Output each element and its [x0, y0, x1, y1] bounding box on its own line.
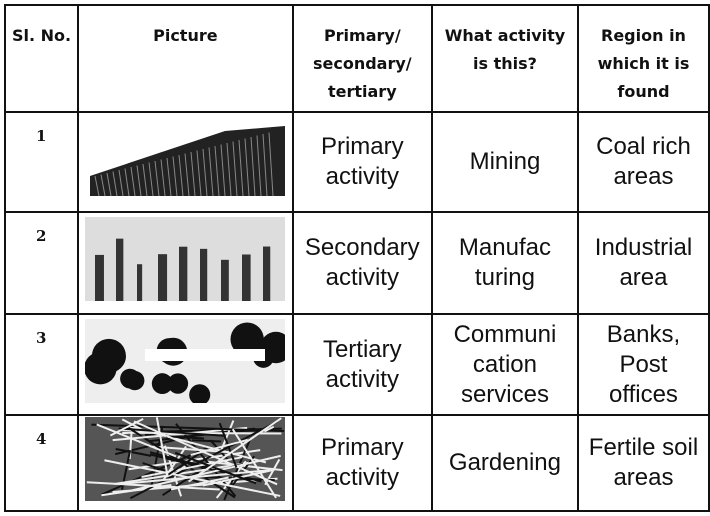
- header-text: Region in: [601, 26, 686, 45]
- activity-text: turing: [474, 264, 535, 291]
- serial-number: 2: [36, 227, 47, 245]
- region-text: Fertile soil: [588, 434, 699, 461]
- activity-cell: Communi cation services: [430, 313, 579, 416]
- activity-text: Manufac: [458, 234, 551, 261]
- picture: [85, 417, 286, 501]
- header-text: is this?: [473, 54, 537, 73]
- region-text: areas: [613, 163, 674, 190]
- activity-cell: Gardening: [430, 414, 579, 512]
- region-text: Industrial: [594, 234, 693, 261]
- level-cell: Primary activity: [291, 111, 433, 213]
- header-text: tertiary: [327, 82, 397, 101]
- picture-cell: [77, 414, 294, 512]
- activity-table: Sl. No. Picture Primary/secondary/tertiary…: [3, 4, 710, 512]
- region-text: area: [619, 264, 668, 291]
- level-text: activity: [325, 365, 399, 393]
- header-text: Primary/: [323, 26, 401, 45]
- activity-text: Gardening: [448, 449, 561, 476]
- activity-text: cation: [472, 350, 537, 378]
- table-row: 3 Tertiary activity Communi cation services Ba…: [3, 313, 710, 416]
- level-text: Primary: [320, 434, 404, 461]
- header-text: which it is: [597, 54, 690, 73]
- header-cell: What activity is this?: [430, 4, 579, 113]
- activity-cell: Manufac turing: [430, 211, 579, 315]
- level-text: Secondary: [304, 234, 420, 261]
- table-body: 1 Primary activity Mining Coal rich areas 2 Sec…: [3, 111, 710, 512]
- region-text: Coal rich: [596, 133, 691, 160]
- header-cell: Primary/secondary/tertiary: [291, 4, 433, 113]
- header-cell: Region in which it is found: [576, 4, 710, 113]
- picture: [90, 126, 286, 197]
- picture: [84, 318, 292, 405]
- region-cell: Coal rich areas: [576, 111, 710, 213]
- table-row: 4 Primary activity Gardening Fertile soil are…: [3, 414, 710, 512]
- serial-number: 3: [36, 329, 47, 347]
- serial-number: 4: [36, 430, 47, 448]
- serial-cell: 2: [3, 211, 80, 315]
- region-text: Post: [619, 350, 668, 378]
- level-text: Tertiary: [322, 335, 402, 363]
- serial-number: 1: [36, 127, 47, 145]
- level-cell: Primary activity: [291, 414, 433, 512]
- activity-cell: Mining: [430, 111, 579, 213]
- picture-cell: [77, 313, 294, 416]
- region-cell: Fertile soil areas: [576, 414, 710, 512]
- level-cell: Secondary activity: [291, 211, 433, 315]
- level-text: activity: [325, 163, 399, 190]
- picture: [85, 217, 286, 349]
- region-text: offices: [609, 380, 678, 408]
- header-cell: Sl. No.: [3, 4, 80, 113]
- activity-text: Mining: [469, 148, 541, 175]
- region-cell: Banks, Post offices: [576, 313, 710, 416]
- header-text: Picture: [153, 26, 218, 45]
- activity-text: services: [460, 380, 549, 408]
- header-text: What activity: [444, 26, 566, 45]
- header-cell: Picture: [77, 4, 294, 113]
- table-row: 1 Primary activity Mining Coal rich areas: [3, 111, 710, 213]
- picture-cell: [77, 211, 294, 349]
- level-text: Primary: [320, 133, 404, 160]
- table-row: 2 Secondary activity Manufac turing Industria…: [3, 211, 710, 349]
- serial-cell: 3: [3, 313, 80, 416]
- region-text: Banks,: [606, 320, 681, 348]
- header-row: Sl. No. Picture Primary/secondary/tertiary…: [3, 4, 710, 113]
- header-text: Sl. No.: [11, 26, 72, 45]
- level-cell: Tertiary activity: [291, 313, 433, 416]
- region-text: areas: [613, 464, 674, 491]
- region-cell: Industrial area: [576, 211, 710, 315]
- header-text: found: [617, 82, 670, 101]
- level-text: activity: [325, 264, 399, 291]
- serial-cell: 4: [3, 414, 80, 512]
- serial-cell: 1: [3, 111, 80, 213]
- header-text: secondary/: [312, 54, 412, 73]
- activity-text: Communi: [453, 320, 557, 348]
- level-text: activity: [325, 464, 399, 491]
- picture-cell: [77, 111, 294, 213]
